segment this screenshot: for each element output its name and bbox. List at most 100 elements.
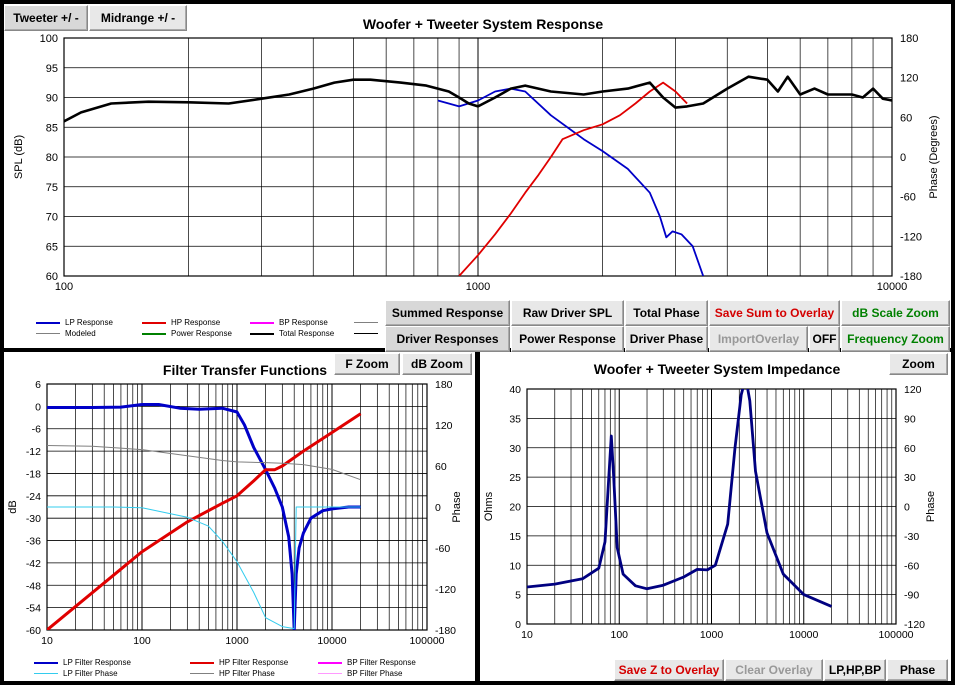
- legend-hp-filter: HP Filter Response: [190, 658, 288, 667]
- y-tick-label: -18: [26, 468, 41, 480]
- y-axis-label: SPL (dB): [13, 135, 25, 179]
- db-zoom-button[interactable]: dB Zoom: [402, 353, 472, 375]
- y-tick-label: 95: [46, 63, 58, 75]
- y2-tick-label: -120: [435, 584, 456, 596]
- y-tick-label: -12: [26, 446, 41, 458]
- y2-tick-label: -60: [435, 543, 450, 555]
- y-tick-label: 60: [46, 271, 58, 283]
- chart-title: Woofer + Tweeter System Impedance: [594, 361, 841, 377]
- y-tick-label: 70: [46, 212, 58, 224]
- y2-tick-label: -60: [904, 560, 919, 572]
- y2-axis-label: Phase (Degrees): [928, 115, 940, 198]
- legend-hp-phase: HP Filter Phase: [190, 669, 275, 678]
- y-tick-label: 6: [35, 379, 41, 391]
- y2-tick-label: -120: [900, 231, 922, 243]
- y2-tick-label: -120: [904, 619, 925, 631]
- clear-overlay-button[interactable]: Clear Overlay: [725, 659, 823, 681]
- y2-axis-label: Phase: [925, 491, 937, 522]
- y-tick-label: 20: [509, 502, 521, 514]
- legend-lp-filter: LP Filter Response: [34, 658, 131, 667]
- y-tick-label: 100: [40, 33, 58, 45]
- y2-tick-label: 120: [435, 420, 453, 432]
- frequency-zoom-button[interactable]: Frequency Zoom: [841, 326, 950, 352]
- raw-driver-spl-button[interactable]: Raw Driver SPL: [511, 300, 624, 326]
- chart-title: Filter Transfer Functions: [163, 362, 327, 378]
- lp-filter-response-line: [47, 403, 361, 630]
- summed-response-button[interactable]: Summed Response: [385, 300, 510, 326]
- db-scale-zoom-button[interactable]: dB Scale Zoom: [841, 300, 950, 326]
- chart-title: Woofer + Tweeter System Response: [363, 16, 603, 32]
- lp-response-line: [437, 87, 705, 276]
- y-tick-label: -6: [32, 424, 41, 436]
- filter-transfer-panel: 6 0 -6 -12 -18 -24 -30 -36 -42 -48 -54 -60 180 120 60 0…: [4, 352, 475, 681]
- y-tick-label: 30: [509, 443, 521, 455]
- y-tick-label: 5: [515, 590, 521, 602]
- lp-hp-bp-button[interactable]: LP,HP,BP: [824, 659, 886, 681]
- y-tick-label: 0: [35, 401, 41, 413]
- y-tick-label: -42: [26, 558, 41, 570]
- y2-tick-label: 0: [904, 502, 910, 514]
- x-tick-label: 100000: [878, 629, 913, 641]
- y2-tick-label: 60: [904, 443, 916, 455]
- plot-frame: [63, 37, 893, 277]
- x-tick-label: 100: [55, 281, 73, 293]
- legend-total: Total Response: [250, 329, 334, 338]
- driver-phase-button[interactable]: Driver Phase: [625, 326, 708, 352]
- x-tick-label: 100000: [409, 635, 444, 647]
- y-tick-label: 80: [46, 152, 58, 164]
- y2-tick-label: 90: [904, 413, 916, 425]
- lp-filter-phase-line: [47, 506, 361, 630]
- impedance-zoom-button[interactable]: Zoom: [889, 353, 948, 375]
- save-z-overlay-button[interactable]: Save Z to Overlay: [614, 659, 724, 681]
- system-response-panel: Tweeter +/ - Midrange +/ - 60 65 70 75 80 85 9…: [4, 4, 951, 352]
- system-response-chart: 60 65 70 75 80 85 90 95 100 -180 -120 -60 0 60 120 180 1…: [13, 16, 940, 293]
- x-tick-label: 1000: [466, 281, 490, 293]
- f-zoom-button[interactable]: F Zoom: [334, 353, 400, 375]
- x-tick-label: 10000: [317, 635, 346, 647]
- y2-tick-label: 120: [900, 73, 918, 85]
- legend-lp: LP Response: [36, 318, 113, 327]
- y2-tick-label: 0: [435, 502, 441, 514]
- save-sum-overlay-button[interactable]: Save Sum to Overlay: [709, 300, 840, 326]
- legend-modeled: Modeled: [36, 329, 96, 338]
- hp-response-line: [458, 81, 688, 276]
- legend-power: Power Response: [142, 329, 232, 338]
- total-phase-button[interactable]: Total Phase: [625, 300, 708, 326]
- midrange-tab[interactable]: Midrange +/ -: [89, 5, 187, 31]
- x-tick-label: 1000: [225, 635, 249, 647]
- tweeter-tab[interactable]: Tweeter +/ -: [4, 5, 88, 31]
- total-response-line: [64, 75, 892, 123]
- y2-tick-label: -30: [904, 531, 919, 543]
- y2-tick-label: 180: [900, 33, 918, 45]
- x-tick-label: 10000: [789, 629, 818, 641]
- import-overlay-button[interactable]: ImportOverlay: [709, 326, 808, 352]
- y2-tick-label: -60: [900, 192, 916, 204]
- legend-bp-filter: BP Filter Response: [318, 658, 416, 667]
- x-tick-label: 10: [41, 635, 53, 647]
- x-tick-label: 10000: [877, 281, 908, 293]
- y-axis-label: Ohms: [483, 491, 495, 521]
- legend-lp-phase: LP Filter Phase: [34, 669, 118, 678]
- overlay-off-button[interactable]: OFF: [809, 326, 840, 352]
- legend-blank: [354, 318, 383, 327]
- y2-tick-label: 60: [435, 461, 447, 473]
- driver-responses-button[interactable]: Driver Responses: [385, 326, 510, 352]
- legend-bp: BP Response: [250, 318, 328, 327]
- x-tick-label: 10: [521, 629, 533, 641]
- y-tick-label: 65: [46, 241, 58, 253]
- y2-tick-label: 180: [435, 379, 453, 391]
- y-tick-label: 90: [46, 93, 58, 105]
- phase-button[interactable]: Phase: [887, 659, 948, 681]
- y2-tick-label: 60: [900, 112, 912, 124]
- y2-tick-label: -180: [435, 625, 456, 637]
- y2-axis-label: Phase: [451, 491, 463, 522]
- y-tick-label: 10: [509, 560, 521, 572]
- impedance-panel: 0 5 10 15 20 25 30 35 40 -120 -90 -60 -30 0 30 60 90 120 1…: [480, 352, 951, 681]
- impedance-chart: 0 5 10 15 20 25 30 35 40 -120 -90 -60 -30 0 30 60 90 120 1…: [483, 361, 937, 641]
- power-response-button[interactable]: Power Response: [511, 326, 624, 352]
- y-tick-label: -30: [26, 513, 41, 525]
- y-tick-label: 85: [46, 122, 58, 134]
- hp-filter-phase-line: [47, 445, 361, 481]
- y-tick-label: -60: [26, 625, 41, 637]
- y-tick-label: 40: [509, 384, 521, 396]
